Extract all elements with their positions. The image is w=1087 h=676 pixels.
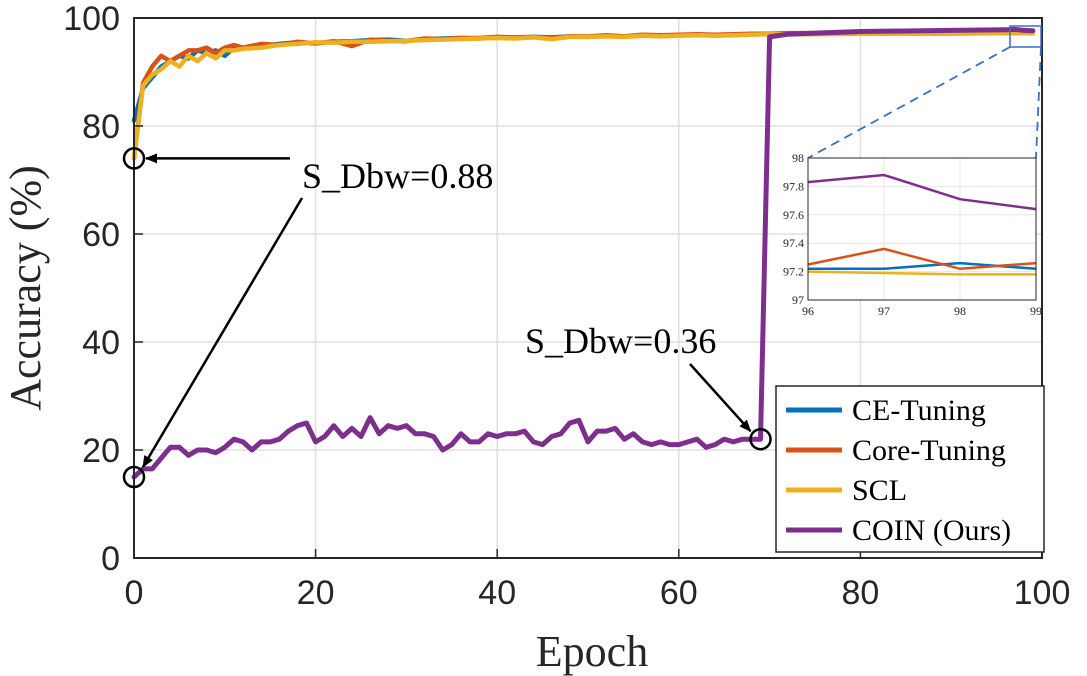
annotation-arrow [689, 363, 752, 433]
zoom-guides [807, 25, 1042, 159]
inset-y-tick-label: 97.2 [783, 265, 804, 279]
zoom-guide-right [1035, 46, 1042, 159]
y-tick-label: 40 [82, 324, 120, 362]
inset-y-tick-label: 98 [792, 151, 804, 165]
legend-label-core-tuning: Core-Tuning [852, 434, 1006, 467]
legend: CE-Tuning Core-Tuning SCL COIN (Ours) [775, 385, 1045, 553]
legend-label-ce-tuning: CE-Tuning [852, 394, 986, 427]
inset-series-line-core-tuning [807, 247, 1037, 271]
inset-y-tick-label: 97.6 [783, 208, 804, 222]
annotation-sdbw-0-88: S_Dbw=0.88 [302, 156, 493, 196]
y-axis-label: Accuracy (%) [1, 165, 50, 411]
series-layer [131, 26, 1036, 480]
inset-frame [807, 157, 1037, 301]
inset-series-layer [807, 173, 1037, 276]
legend-box [775, 385, 1045, 553]
inset-x-tick-label: 97 [878, 304, 890, 318]
tick-labels: 0 20 40 60 80 100 0 20 40 60 80 100 [63, 0, 1070, 612]
x-tick-label: 60 [660, 574, 698, 612]
x-tick-label: 100 [1014, 574, 1071, 612]
y-tick-label: 80 [82, 108, 120, 146]
x-tick-label: 0 [125, 574, 144, 612]
inset-series-line-scl [807, 270, 1036, 276]
inset-y-tick-label: 97.4 [783, 236, 804, 250]
x-tick-label: 40 [478, 574, 516, 612]
inset-series-line-coin-ours [807, 173, 1037, 211]
inset-x-tick-label: 99 [1030, 304, 1042, 318]
annotation-arrow [141, 197, 304, 468]
annotation-sdbw-0-36: S_Dbw=0.36 [525, 321, 716, 361]
annotations: S_Dbw=0.88 S_Dbw=0.36 [122, 147, 772, 489]
inset-x-tick-label: 98 [954, 304, 966, 318]
inset-y-tick-label: 97 [792, 293, 804, 307]
annotation-marker-circle [122, 465, 146, 489]
y-tick-label: 60 [82, 216, 120, 254]
y-tick-label: 100 [63, 0, 120, 38]
legend-label-scl: SCL [852, 474, 907, 507]
inset-x-tick-label: 96 [802, 304, 814, 318]
y-tick-label: 20 [82, 432, 120, 470]
x-tick-label: 20 [297, 574, 335, 612]
annotation-marker-circle [122, 147, 146, 170]
legend-label-coin-ours: COIN (Ours) [852, 514, 1011, 547]
inset-y-tick-label: 97.8 [783, 179, 804, 193]
plot-frame [133, 17, 1043, 559]
annotation-marker-circle [749, 427, 772, 451]
series-line-coin-ours [131, 26, 1036, 480]
inset-plot-area [808, 158, 1036, 300]
zoom-region-box [1009, 25, 1042, 48]
x-tick-label: 80 [841, 574, 879, 612]
zoom-guide-left [807, 46, 1011, 159]
x-axis-label: Epoch [536, 627, 648, 676]
y-tick-label: 0 [101, 540, 120, 578]
